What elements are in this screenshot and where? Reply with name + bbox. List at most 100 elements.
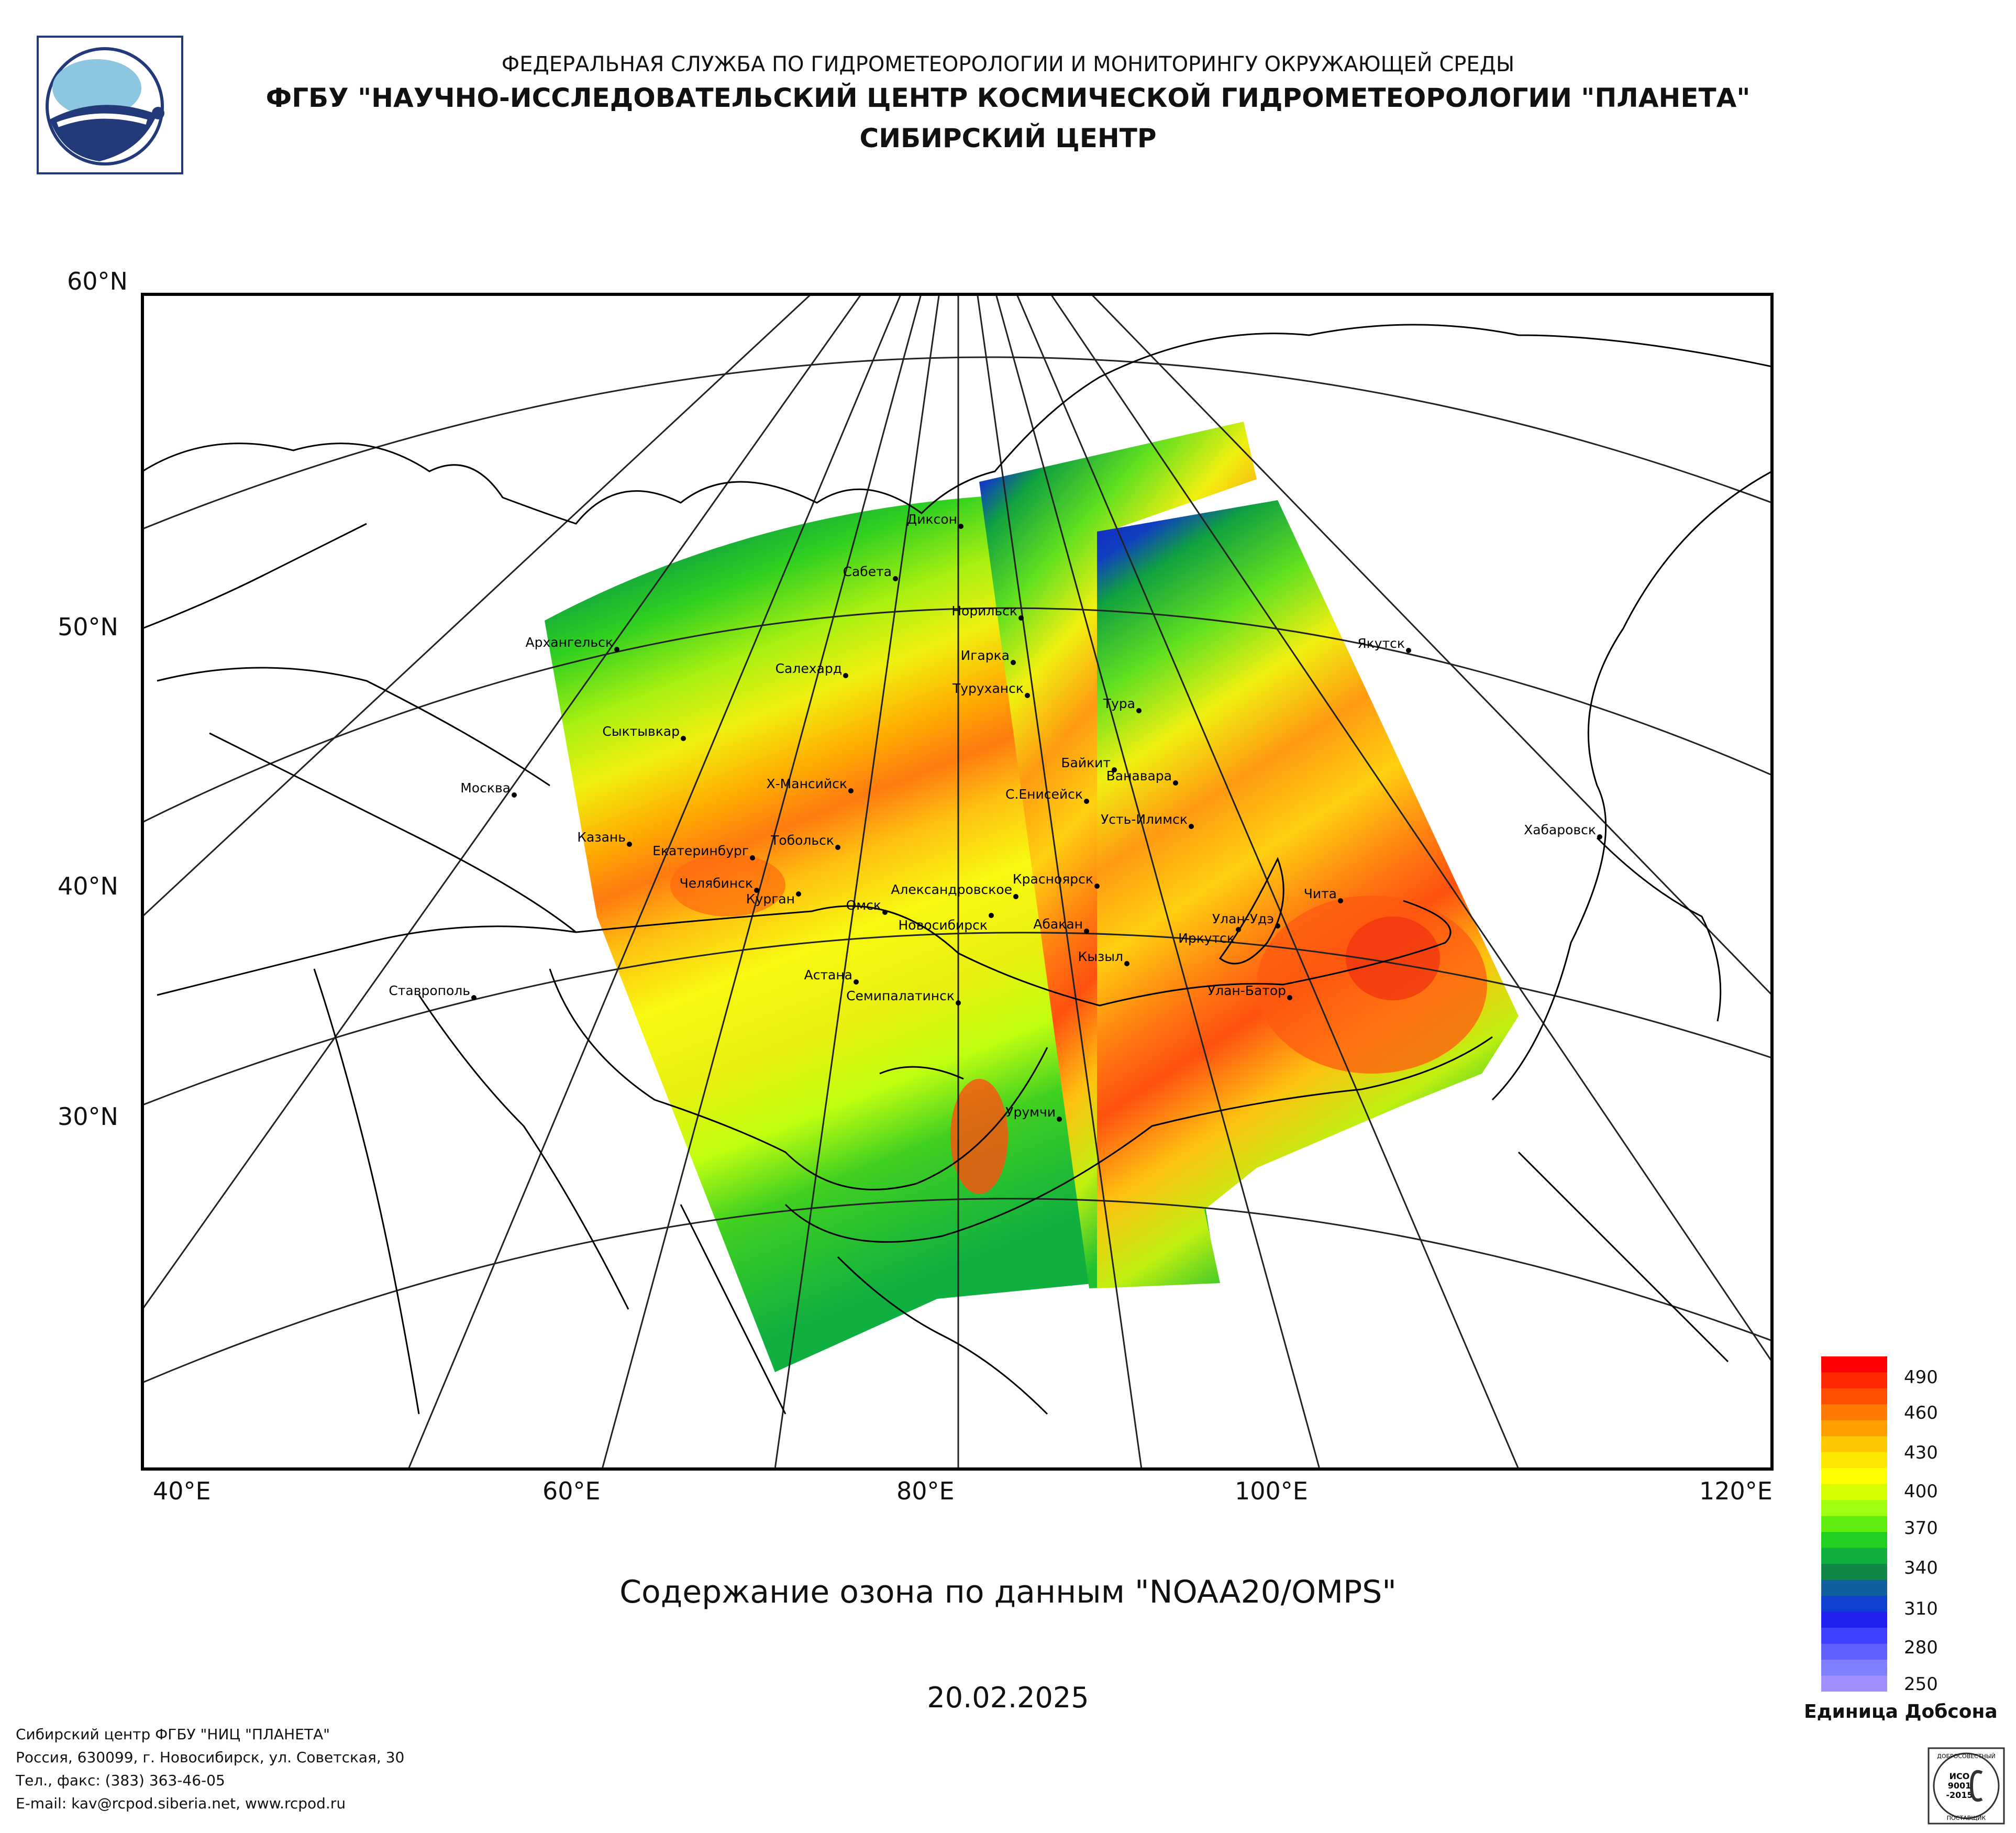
- colorbar-tick: 400: [1904, 1481, 1938, 1502]
- colorbar-swatch: [1821, 1436, 1887, 1453]
- colorbar-unit: Единица Добсона: [1804, 1701, 1998, 1722]
- city-s-eniseysk: С.Енисейск: [1005, 787, 1089, 804]
- planeta-logo-icon: [37, 36, 183, 174]
- lat-label-40: 40°N: [58, 872, 118, 900]
- city-omsk: Омск: [846, 898, 888, 915]
- city-sabeta: Сабета: [843, 564, 898, 581]
- svg-text:Улан-Удэ: Улан-Удэ: [1212, 911, 1274, 926]
- city-ulan-ude: Улан-Удэ: [1212, 911, 1280, 929]
- colorbar-swatch: [1821, 1532, 1887, 1549]
- colorbar-swatch: [1821, 1452, 1887, 1468]
- city-arkhangelsk: Архангельск: [525, 635, 619, 652]
- colorbar-swatch: [1821, 1660, 1887, 1676]
- svg-text:Курган: Курган: [746, 891, 795, 907]
- city-novosibirsk: Новосибирск: [899, 913, 994, 933]
- svg-text:ДОБРОСОВЕСТНЫЙ: ДОБРОСОВЕСТНЫЙ: [1937, 1753, 1996, 1760]
- colorbar-swatch: [1821, 1372, 1887, 1389]
- border-china: [784, 1036, 1493, 1243]
- colorbar-swatch: [1821, 1468, 1887, 1485]
- colorbar-tick: 250: [1904, 1674, 1938, 1695]
- meridian-40e: [142, 294, 862, 1310]
- colorbar-swatch: [1821, 1388, 1887, 1405]
- lat-label-30: 30°N: [58, 1102, 118, 1131]
- city-tobolsk: Тобольск: [770, 833, 840, 850]
- colorbar-tick: 460: [1904, 1403, 1938, 1423]
- lon-label-100: 100°E: [1235, 1477, 1308, 1505]
- border-kazakhstan-south: [549, 968, 1048, 1190]
- city-kyzyl: Кызыл: [1078, 949, 1129, 966]
- svg-text:Хабаровск: Хабаровск: [1524, 822, 1596, 837]
- colorbar-swatch: [1821, 1611, 1887, 1628]
- colorbar-swatch: [1821, 1628, 1887, 1644]
- svg-text:Иркутск: Иркутск: [1178, 931, 1235, 946]
- city-moskva: Москва: [460, 780, 517, 798]
- city-kurgan: Курган: [746, 891, 801, 907]
- colorbar-swatch: [1821, 1356, 1887, 1373]
- footer-phone: Тел., факс: (383) 363-46-05: [16, 1772, 225, 1789]
- city-yakutsk: Якутск: [1357, 636, 1411, 653]
- svg-text:Новосибирск: Новосибирск: [899, 918, 988, 933]
- city-stavropol: Ставрополь: [389, 983, 477, 1000]
- colorbar-swatch: [1821, 1500, 1887, 1517]
- svg-text:-2015: -2015: [1946, 1790, 1973, 1800]
- colorbar-tick: 490: [1904, 1367, 1938, 1388]
- border-russia-south: [157, 900, 1452, 1007]
- colorbar: [1821, 1356, 1887, 1692]
- center-line: СИБИРСКИЙ ЦЕНТР: [859, 123, 1157, 153]
- meridian-60e: [601, 294, 922, 1469]
- colorbar-swatch: [1821, 1484, 1887, 1500]
- city-kazan: Казань: [577, 830, 632, 847]
- city-semipalatinsk: Семипалатинск: [846, 988, 961, 1006]
- coastline-pacific: [1491, 470, 1772, 1101]
- lake-balkhash: [879, 1066, 964, 1080]
- footer-email: E-mail: kav@rcpod.siberia.net, www.rcpod…: [16, 1795, 346, 1812]
- svg-text:Сабета: Сабета: [843, 564, 892, 579]
- lon-label-120: 120°E: [1699, 1477, 1773, 1505]
- lon-label-40: 40°E: [153, 1477, 211, 1505]
- city-ust-ilimsk: Усть-Илимск: [1101, 812, 1194, 829]
- city-tura: Тура: [1103, 696, 1142, 713]
- svg-text:Архангельск: Архангельск: [525, 635, 613, 650]
- colorbar-tick: 280: [1904, 1637, 1938, 1658]
- iso-badge-icon: ДОБРОСОВЕСТНЫЙ ИСО 9001 -2015 ПОСТАВЩИК: [1928, 1747, 2005, 1825]
- svg-text:Чита: Чита: [1304, 886, 1337, 901]
- svg-text:Челябинск: Челябинск: [680, 876, 753, 891]
- svg-text:Семипалатинск: Семипалатинск: [846, 988, 955, 1003]
- city-dikson: Диксон: [907, 512, 963, 529]
- svg-text:Москва: Москва: [460, 780, 511, 796]
- meridian-90e: [977, 294, 1143, 1469]
- colorbar-tick: 430: [1904, 1442, 1938, 1463]
- meridian-110e: [1016, 294, 1520, 1469]
- svg-text:Сыктывкар: Сыктывкар: [602, 724, 680, 739]
- city-baykit: Байкит: [1061, 755, 1117, 772]
- lon-label-80: 80°E: [896, 1477, 955, 1505]
- colorbar-swatch: [1821, 1420, 1887, 1437]
- lon-label-60: 60°E: [542, 1477, 601, 1505]
- colorbar-swatch: [1821, 1580, 1887, 1596]
- footer-org: Сибирский центр ФГБУ "НИЦ "ПЛАНЕТА": [16, 1726, 330, 1743]
- parallel-60n: [142, 78, 1772, 251]
- colorbar-swatch: [1821, 1516, 1887, 1532]
- city-khabarovsk: Хабаровск: [1524, 822, 1602, 840]
- svg-text:ИСО: ИСО: [1949, 1771, 1970, 1781]
- svg-text:Александровское: Александровское: [891, 882, 1012, 897]
- svg-text:Игарка: Игарка: [961, 648, 1010, 663]
- lat-label-60: 60°N: [67, 267, 128, 295]
- city-norilsk: Норильск: [951, 603, 1024, 621]
- svg-text:Диксон: Диксон: [907, 512, 957, 527]
- city-krasnoyarsk: Красноярск: [1013, 871, 1100, 889]
- institute-line: ФГБУ "НАУЧНО-ИССЛЕДОВАТЕЛЬСКИЙ ЦЕНТР КОС…: [265, 83, 1751, 113]
- svg-text:Усть-Илимск: Усть-Илимск: [1101, 812, 1188, 827]
- svg-text:Ванавара: Ванавара: [1106, 768, 1172, 783]
- svg-text:Норильск: Норильск: [951, 603, 1017, 619]
- svg-text:Тобольск: Тобольск: [770, 833, 834, 848]
- coastline-arctic: [142, 324, 1772, 525]
- svg-text:Омск: Омск: [846, 898, 881, 913]
- svg-text:Екатеринбург: Екатеринбург: [652, 843, 749, 858]
- svg-text:Красноярск: Красноярск: [1013, 871, 1093, 887]
- svg-text:Байкит: Байкит: [1061, 755, 1111, 770]
- city-chelyabinsk: Челябинск: [680, 876, 759, 893]
- city-astana: Астана: [804, 967, 859, 985]
- city-ulan-bator: Улан-Батор: [1208, 983, 1292, 1000]
